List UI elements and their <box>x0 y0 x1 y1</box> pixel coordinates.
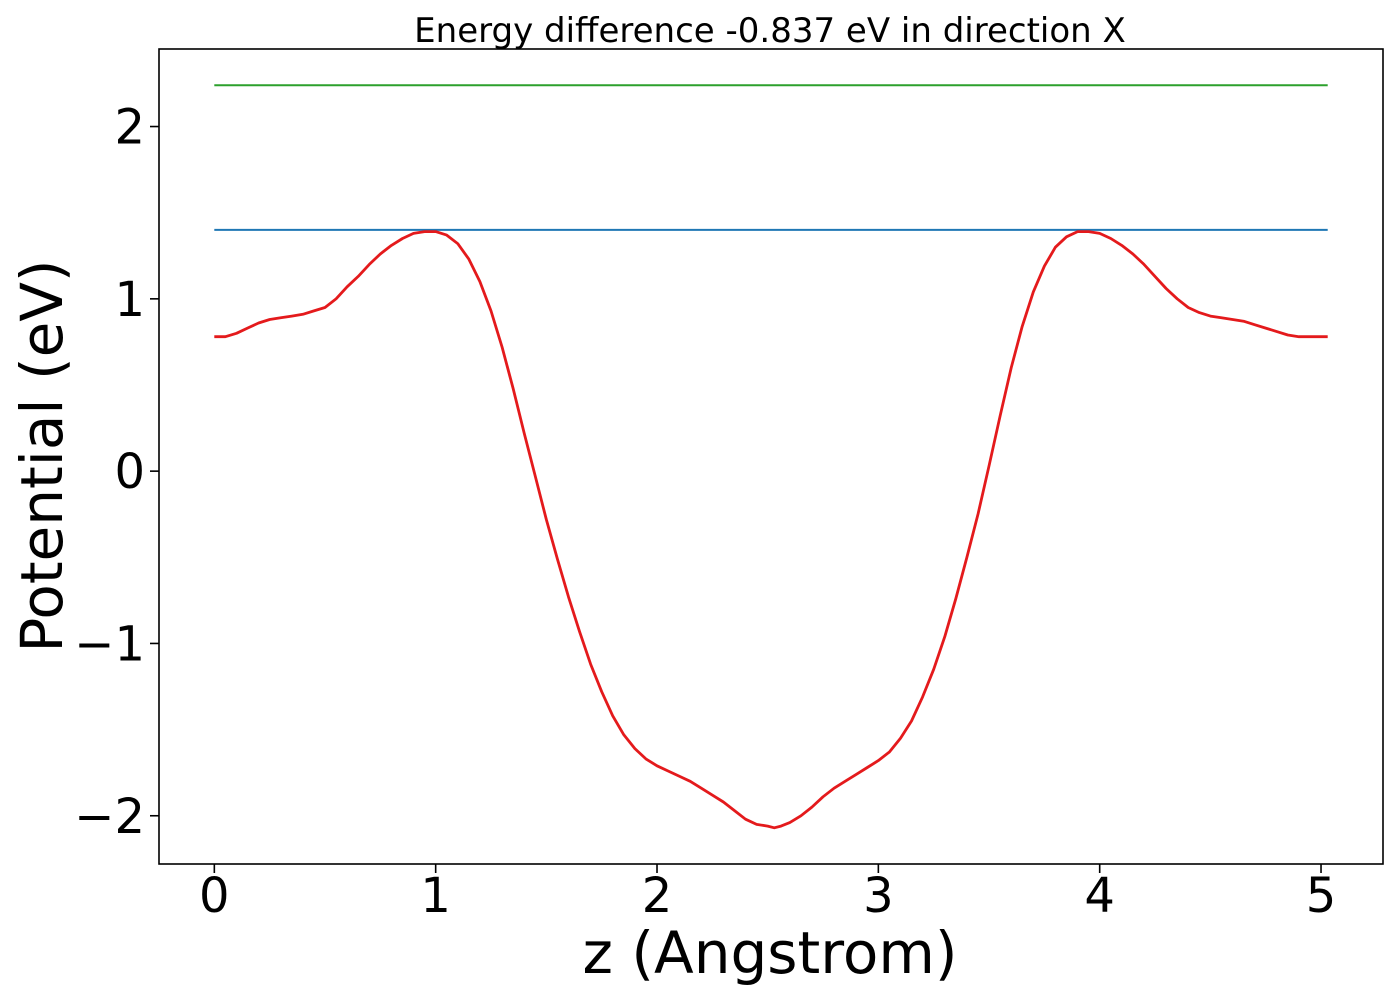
y-axis-label: Potential (eV) <box>8 259 76 652</box>
y-tick-label: 2 <box>114 100 145 156</box>
plot-frame <box>158 48 1384 865</box>
y-tick-label: −1 <box>74 616 145 672</box>
x-tick-label: 1 <box>420 868 451 924</box>
x-tick-label: 3 <box>863 868 894 924</box>
y-tick-label: −2 <box>74 789 145 845</box>
y-tick-label: 0 <box>114 444 145 500</box>
x-axis-label: z (Angstrom) <box>583 919 958 987</box>
plot-area <box>214 84 1328 830</box>
chart-title: Energy difference -0.837 eV in direction… <box>414 11 1126 51</box>
x-axis-ticks: 0 1 2 3 4 5 <box>199 864 1336 924</box>
x-tick-label: 4 <box>1084 868 1115 924</box>
series-line-2 <box>214 230 1328 830</box>
y-axis-ticks: −2 −1 0 1 2 <box>74 100 159 845</box>
x-tick-label: 0 <box>199 868 230 924</box>
y-tick-label: 1 <box>114 272 145 328</box>
x-tick-label: 5 <box>1306 868 1337 924</box>
x-tick-label: 2 <box>642 868 673 924</box>
